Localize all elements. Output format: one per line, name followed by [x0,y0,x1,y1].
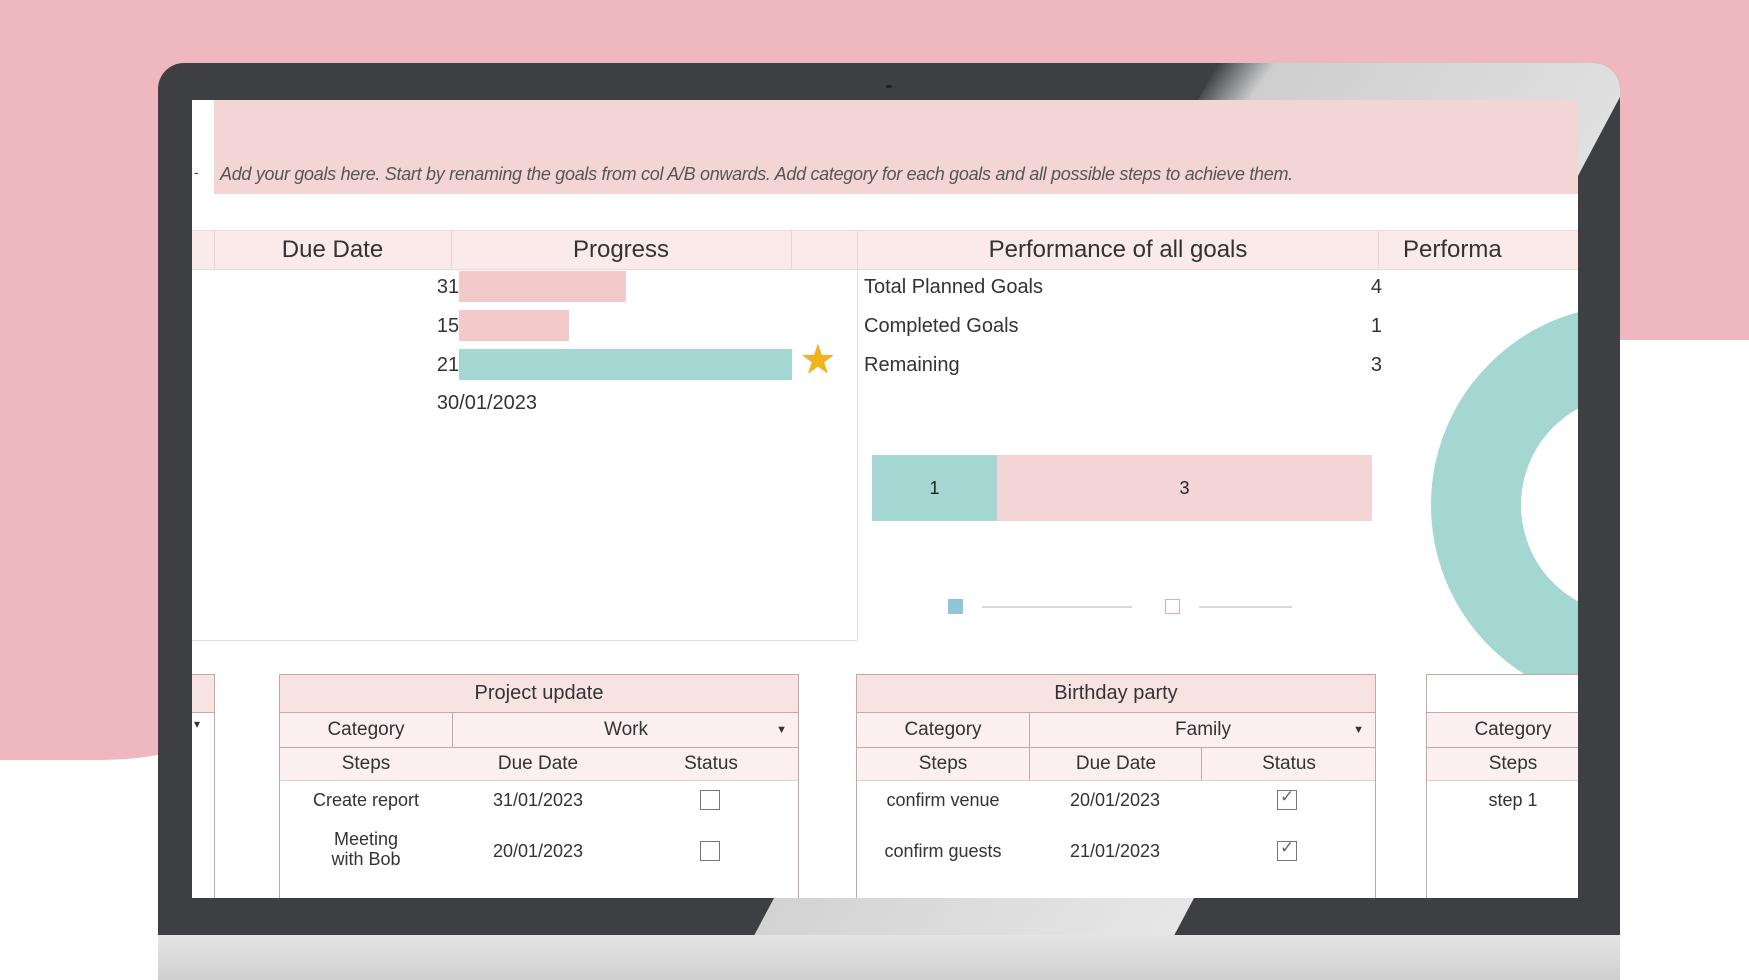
card-title [1427,675,1578,713]
category-label: Category [327,719,405,740]
task-due-date: 20/01/2023 [492,841,584,861]
col-steps: Steps [1488,753,1538,774]
col-steps: Steps [341,753,391,774]
task-row: confirm guests 21/01/2023 [857,838,1375,871]
status-checkbox[interactable] [700,841,720,861]
category-row: Category [1427,713,1578,748]
dropdown-arrow-icon[interactable]: ▼ [1353,724,1364,736]
category-row: Category Work ▼ [280,713,798,748]
stat-value: 4 [1370,276,1382,298]
col-due-date: Due Date [1029,748,1202,780]
col-status: Status [1201,748,1376,780]
category-dropdown[interactable]: Family ▼ [1029,713,1376,747]
bar-data-label: 3 [1179,478,1190,498]
task-step: Meeting with Bob [331,829,401,869]
star-icon: ★ [800,338,836,382]
stat-label: Remaining [864,354,960,376]
task-step: confirm venue [886,790,1000,810]
instruction-banner: Add your goals here. Start by renaming t… [214,100,1578,194]
steps-header-row: Steps [1427,748,1578,781]
task-due-date: 31/01/2023 [492,790,584,810]
stat-label: Total Planned Goals [864,276,1044,298]
status-checkbox-checked[interactable] [1277,838,1297,861]
header-due-date: Due Date [281,236,384,263]
steps-header-row: Steps Due Date Status [280,748,798,781]
goals-header-row: Due Date Progress [192,230,857,270]
category-label: Category [904,719,982,740]
col-steps: Steps [918,753,968,774]
card-left-partial: ▾ [192,674,215,898]
header-progress: Progress [572,236,670,263]
col-status: Status [684,753,738,774]
header-performance: Performance of all goals [988,236,1248,263]
task-step: step 1 [1488,790,1538,810]
instruction-text: Add your goals here. Start by renaming t… [220,164,1293,184]
dropdown-arrow-icon[interactable]: ▼ [776,724,787,736]
performance-header-row: Performance of all goals Performa [858,230,1578,270]
task-row: Create report 31/01/2023 [280,790,798,820]
stat-label: Completed Goals [864,315,1019,337]
category-value: Family [1175,719,1231,740]
camera-dot [886,85,892,88]
goal-progress-bar [459,310,569,341]
goal-progress-bar [459,349,792,380]
stacked-bar-segment: 1 [872,455,997,521]
category-dropdown[interactable]: Work ▼ [452,713,799,747]
category-row: Category Family ▼ [857,713,1375,748]
goal-card-birthday-party: Birthday party Category Family ▼ Steps D… [856,674,1376,898]
task-due-date: 21/01/2023 [1069,841,1161,861]
card-title: Birthday party [857,675,1375,713]
status-checkbox-checked[interactable] [1277,787,1297,810]
task-step: confirm guests [884,841,1002,861]
legend-label-completed [982,606,1132,608]
steps-header-row: Steps Due Date Status [857,748,1375,781]
task-step: Create report [312,790,420,810]
task-row: Meeting with Bob 20/01/2023 [280,829,798,875]
panel-bottom-border [192,640,857,641]
performance-donut-chart [1431,305,1578,705]
goal-card-project-update: Project update Category Work ▼ Steps Due… [279,674,799,898]
category-label: Category [1474,719,1552,740]
stat-value: 1 [1370,315,1382,337]
legend-swatch-remaining [1165,599,1180,614]
legend-label-remaining [1199,606,1292,608]
stacked-bar-segment: 3 [997,455,1372,521]
task-row: step 1 [1427,790,1578,820]
dropdown-arrow-icon[interactable]: ▾ [194,717,201,731]
bar-data-label: 1 [929,478,940,498]
card-title: Project update [280,675,798,713]
task-row: confirm venue 20/01/2023 [857,787,1375,820]
laptop-base [158,935,1620,980]
header-performance-2: Performa [1403,236,1502,263]
stat-value: 3 [1370,354,1382,376]
status-checkbox[interactable] [700,790,720,810]
goal-card-partial: Category Steps step 1 [1426,674,1578,898]
spreadsheet-screen: Add your goals here. Start by renaming t… [192,100,1578,898]
task-due-date: 20/01/2023 [1069,790,1161,810]
legend-swatch-completed [948,599,963,614]
category-value: Work [604,719,648,740]
panel-divider [857,230,858,640]
column-a-marker: - [194,164,199,180]
col-due-date: Due Date [497,753,579,774]
goal-progress-bar [459,271,626,302]
goal-due-date: 30/01/2023 [436,392,537,414]
